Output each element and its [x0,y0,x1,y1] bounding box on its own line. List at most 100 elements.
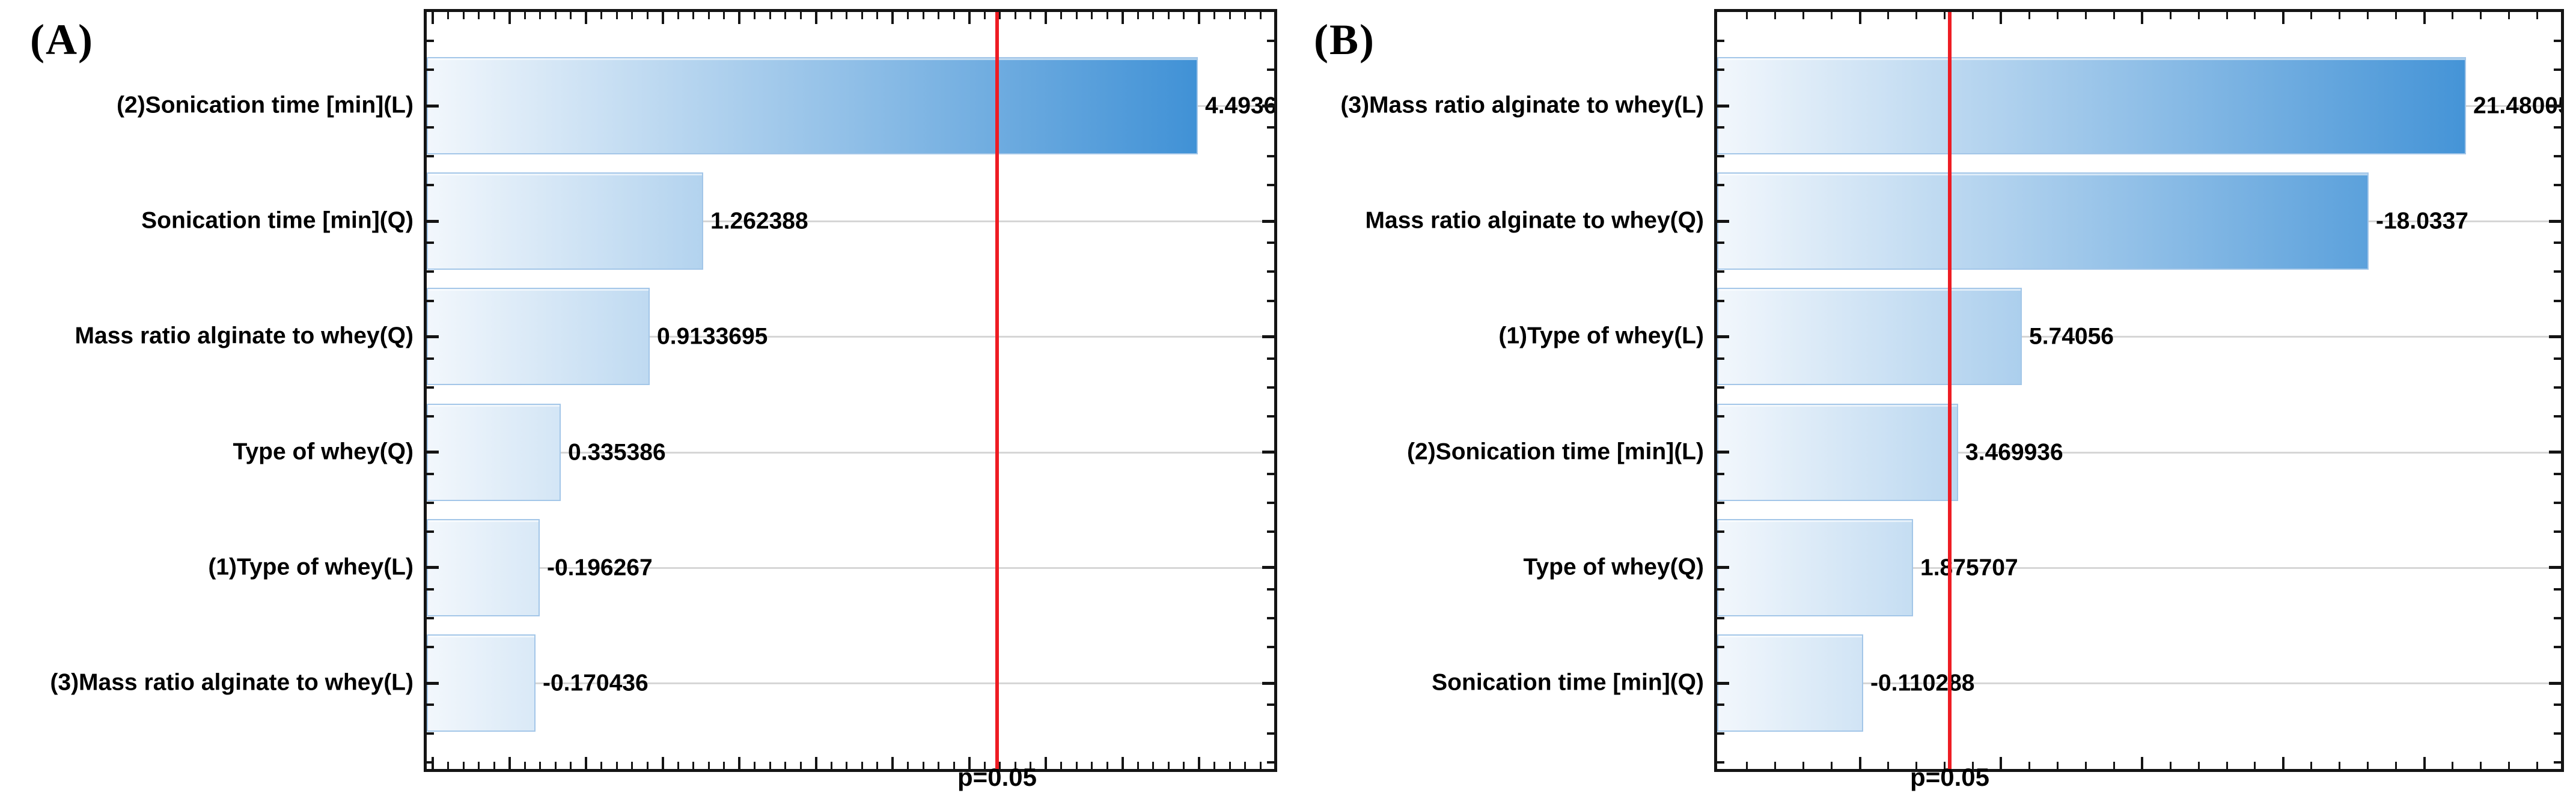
x-axis-tick [493,12,495,19]
x-axis-tick [846,762,848,769]
x-axis-tick [2000,757,2003,769]
x-axis-tick [1831,12,1833,19]
y-axis-tick [2554,530,2561,533]
x-axis-tick [814,757,817,769]
x-axis-tick [861,762,863,769]
x-axis-tick [861,12,863,19]
y-axis-major-tick [1262,566,1274,570]
category-gridline [1717,336,2561,338]
x-axis-tick [846,12,848,19]
x-axis-tick [1971,762,1974,769]
x-axis-tick [1198,12,1201,24]
x-axis-tick [2536,12,2539,19]
y-axis-major-tick [1717,335,1729,338]
x-axis-tick [1858,12,1861,24]
x-axis-tick [2113,762,2115,769]
x-axis-tick [2028,12,2030,19]
y-axis-major-tick [427,335,439,338]
y-axis-tick [2554,184,2561,187]
y-axis-tick [1267,155,1274,158]
x-axis-tick [1167,762,1170,769]
x-axis-tick [2480,12,2482,19]
x-axis-tick [2141,757,2144,769]
y-axis-tick [427,126,434,129]
x-axis-tick [462,12,465,19]
x-axis-tick [1030,12,1032,19]
x-axis-tick [1091,12,1093,19]
category-gridline [1717,451,2561,454]
x-axis-tick [677,12,679,19]
x-axis-tick [692,762,695,769]
x-axis-tick [2310,762,2313,769]
y-axis-tick [427,501,434,504]
x-axis-tick [1213,12,1216,19]
category-gridline [1717,567,2561,569]
y-axis-major-tick [1717,451,1729,454]
y-axis-tick [1267,703,1274,706]
x-axis-tick [523,12,526,19]
y-axis-tick [2554,617,2561,620]
y-axis-tick [427,703,434,706]
x-axis-tick [2197,762,2200,769]
x-axis-tick [1887,12,1890,19]
y-axis-tick [427,299,434,302]
bar-value-label: 5.74056 [2029,323,2114,350]
category-label: Mass ratio alginate to whey(Q) [1365,207,1704,234]
x-axis-tick [1802,12,1805,19]
x-axis-tick [661,12,664,24]
y-axis-tick [1267,732,1274,735]
y-axis-tick [1267,299,1274,302]
effect-bar [1717,172,2369,270]
x-axis-tick [1106,12,1108,19]
y-axis-major-tick [1717,104,1729,108]
x-axis-tick [493,762,495,769]
bar-value-label: -0.196267 [547,554,653,581]
y-axis-tick [1267,270,1274,273]
panel-letter-label: (B) [1314,16,1375,64]
x-axis-tick [1915,12,1917,19]
y-axis-tick [2554,299,2561,302]
y-axis-tick [427,270,434,273]
x-axis-tick [2281,757,2285,769]
bar-value-label: -18.0337 [2376,208,2468,234]
x-axis-tick [953,762,955,769]
x-axis-tick [1228,12,1231,19]
y-axis-tick [1717,415,1724,418]
x-axis-tick [2254,12,2256,19]
x-axis-tick [1152,762,1155,769]
category-label: (3)Mass ratio alginate to whey(L) [1340,92,1704,118]
x-axis-tick [539,12,542,19]
y-axis-major-tick [1717,219,1729,223]
x-axis-tick [983,762,986,769]
x-axis-tick [814,12,817,24]
category-gridline [1717,682,2561,684]
y-axis-tick [1717,126,1724,129]
y-axis-tick [2554,155,2561,158]
category-label: Sonication time [min](Q) [141,207,414,234]
category-gridline [427,682,1274,684]
x-axis-tick [2339,12,2341,19]
y-axis-major-tick [1262,681,1274,685]
x-axis-tick [600,12,603,19]
x-axis-tick [2084,762,2087,769]
x-axis-tick [2367,12,2369,19]
y-axis-tick [1717,184,1724,187]
y-axis-tick [2554,126,2561,129]
x-axis-tick [799,762,802,769]
x-axis-tick [478,12,480,19]
x-axis-tick [631,12,633,19]
x-axis-tick [585,757,588,769]
x-axis-tick [707,12,710,19]
y-axis-tick [1717,761,1724,764]
x-axis-tick [1259,12,1262,19]
y-axis-major-tick [2549,219,2561,223]
y-axis-tick [1717,68,1724,71]
x-axis-tick [478,762,480,769]
y-axis-major-tick [2549,335,2561,338]
y-axis-tick [1717,242,1724,245]
x-axis-tick [462,762,465,769]
x-axis-tick [738,757,741,769]
x-axis-tick [784,762,787,769]
category-label: Type of whey(Q) [1523,554,1704,580]
